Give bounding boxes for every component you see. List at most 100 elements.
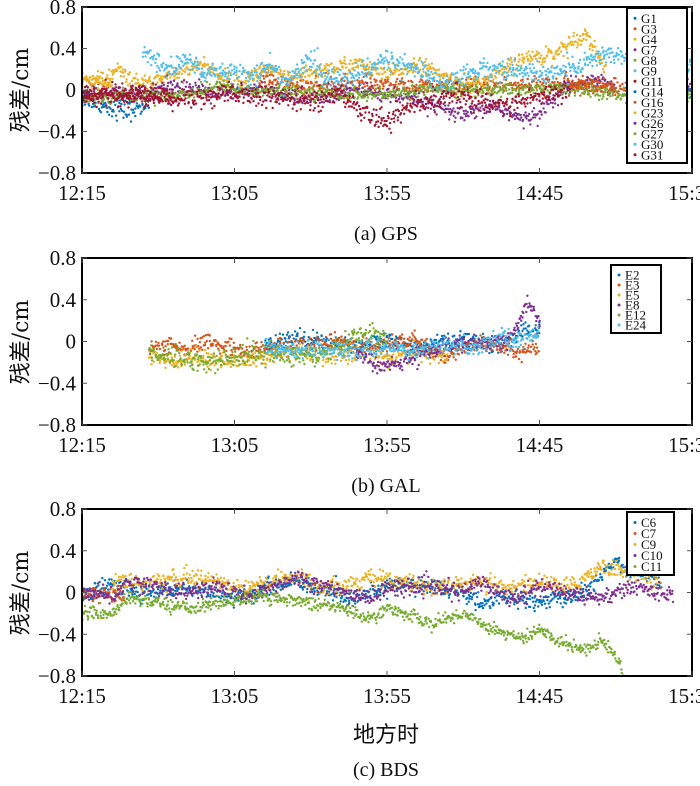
data-point [188, 68, 191, 71]
data-point [328, 99, 331, 102]
data-point [536, 124, 539, 128]
data-point [228, 77, 231, 81]
data-point [314, 74, 318, 78]
data-point [317, 84, 321, 87]
data-point [478, 81, 481, 84]
data-point [544, 45, 548, 48]
data-point [116, 62, 119, 65]
data-point [414, 89, 418, 93]
data-point [237, 75, 240, 79]
data-point [127, 73, 131, 76]
data-point [490, 93, 493, 97]
data-point [171, 92, 174, 95]
data-point [421, 62, 424, 65]
data-point [515, 63, 518, 66]
data-point [471, 100, 474, 103]
data-point [121, 82, 124, 85]
data-point [392, 110, 395, 113]
data-point [526, 102, 529, 105]
data-point [202, 56, 206, 59]
data-point [436, 86, 439, 89]
data-point [427, 69, 430, 73]
data-point [469, 86, 472, 89]
data-point [583, 92, 586, 96]
data-point [550, 66, 553, 69]
data-point [394, 63, 397, 67]
data-point [118, 101, 121, 105]
data-point [551, 85, 555, 88]
data-point [383, 66, 386, 70]
data-point [206, 71, 209, 75]
data-point [109, 107, 112, 110]
data-point [485, 92, 489, 95]
data-point [95, 78, 98, 81]
data-point [347, 105, 351, 108]
data-point [389, 70, 393, 74]
data-point [527, 50, 530, 53]
data-point [121, 89, 124, 92]
data-point [199, 60, 202, 64]
data-point [260, 61, 264, 65]
data-point [473, 72, 476, 75]
data-point [558, 46, 561, 49]
data-point [528, 62, 531, 66]
data-point [287, 104, 290, 107]
data-point [267, 90, 271, 94]
data-point [121, 71, 125, 74]
data-point [428, 67, 431, 71]
data-point [186, 61, 189, 65]
data-point [366, 84, 369, 87]
data-point [359, 64, 363, 67]
data-point [366, 57, 369, 60]
data-point [144, 79, 148, 83]
data-point [371, 97, 374, 100]
data-point [270, 92, 273, 96]
data-point [317, 110, 320, 114]
data-point [510, 56, 513, 59]
data-point [434, 68, 437, 72]
data-point [621, 82, 624, 86]
data-point [379, 66, 383, 70]
data-point [93, 101, 96, 104]
data-point [260, 74, 263, 77]
data-point [453, 79, 457, 82]
data-point [90, 105, 94, 109]
data-point [180, 66, 183, 70]
data-point [324, 77, 328, 81]
data-point [688, 82, 692, 86]
data-point [474, 105, 478, 108]
data-point [536, 112, 539, 116]
data-point [386, 114, 390, 118]
data-point [389, 92, 392, 96]
data-point [490, 75, 493, 79]
data-point [594, 45, 597, 48]
data-point [377, 115, 381, 119]
data-point [157, 54, 161, 57]
data-point [578, 39, 582, 42]
data-point [162, 75, 165, 78]
data-point [315, 95, 318, 98]
data-point [511, 98, 514, 101]
data-point [256, 80, 259, 83]
data-point [242, 101, 245, 105]
data-point [299, 74, 302, 78]
data-point [325, 86, 329, 89]
data-point [545, 77, 548, 80]
data-point [390, 95, 394, 99]
data-point [399, 112, 403, 115]
data-point [599, 90, 603, 93]
data-point [315, 81, 318, 84]
data-point [512, 74, 515, 78]
data-point [108, 77, 112, 81]
data-point [430, 62, 433, 65]
data-point [175, 72, 179, 75]
data-point [557, 52, 561, 56]
data-point [445, 74, 449, 78]
data-point [485, 81, 488, 84]
data-point [226, 99, 230, 102]
data-point [419, 98, 423, 101]
data-point [196, 93, 199, 96]
data-point [358, 73, 361, 77]
data-point [501, 91, 505, 94]
data-point [425, 83, 428, 86]
